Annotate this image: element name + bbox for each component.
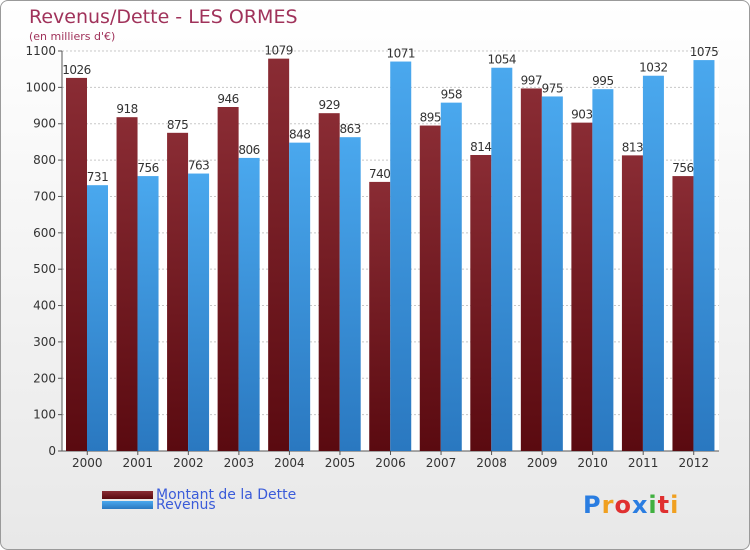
bar-debt: [470, 155, 492, 451]
bar-revenue: [592, 89, 614, 451]
bar-revenue: [693, 60, 715, 451]
bar-debt: [217, 107, 239, 451]
bar-debt: [268, 58, 290, 452]
x-tick-label: 2008: [476, 456, 507, 470]
bar-debt: [116, 117, 138, 451]
logo-letter: i: [648, 491, 658, 519]
legend-item-debt: Montant de la Dette: [102, 487, 296, 503]
bar-revenue: [339, 137, 361, 451]
y-tick-label: 500: [33, 262, 56, 276]
x-tick-label: 2001: [123, 456, 154, 470]
bar-debt: [369, 181, 391, 451]
legend-label-revenue: Revenus: [156, 497, 216, 513]
data-label: 946: [217, 92, 238, 106]
y-tick-label: 700: [33, 189, 56, 203]
y-tick-label: 1100: [25, 44, 56, 58]
legend-swatch-revenue: [102, 501, 153, 509]
logo-letter: x: [631, 491, 649, 519]
x-tick-label: 2003: [224, 456, 255, 470]
chart-title: Revenus/Dette - LES ORMES: [29, 6, 298, 28]
x-tick-label: 2011: [628, 456, 659, 470]
bar-revenue: [541, 96, 563, 452]
proxiti-logo: Proxiti: [583, 491, 679, 519]
x-tick-label: 2010: [577, 456, 608, 470]
logo-letter: i: [670, 491, 680, 519]
chart-legend: Montant de la Dette Revenus: [102, 487, 296, 513]
data-label: 997: [521, 73, 542, 87]
data-label: 929: [318, 98, 339, 112]
x-tick-label: 2012: [678, 456, 709, 470]
data-label: 813: [622, 140, 643, 154]
bar-debt: [419, 125, 441, 451]
bar-revenue: [188, 173, 210, 451]
data-label: 875: [167, 118, 188, 132]
data-label: 806: [238, 143, 259, 157]
y-tick-label: 900: [33, 117, 56, 131]
y-tick-label: 100: [33, 408, 56, 422]
data-label: 763: [188, 159, 209, 173]
x-tick-label: 2007: [426, 456, 457, 470]
data-label: 958: [441, 88, 462, 102]
data-label: 975: [542, 81, 563, 95]
data-label: 848: [289, 128, 310, 142]
bar-revenue: [137, 176, 159, 451]
data-label: 731: [87, 170, 108, 184]
data-label: 1075: [690, 45, 719, 59]
data-label: 903: [571, 108, 592, 122]
data-label: 756: [672, 161, 693, 175]
x-tick-label: 2002: [173, 456, 204, 470]
y-tick-label: 600: [33, 226, 56, 240]
bar-revenue: [289, 142, 311, 452]
y-tick-label: 200: [33, 371, 56, 385]
bar-revenue: [87, 185, 108, 451]
y-tick-label: 0: [48, 444, 56, 458]
y-tick-label: 300: [33, 335, 56, 349]
data-label: 863: [339, 122, 360, 136]
data-label: 1032: [639, 61, 668, 75]
bar-revenue: [440, 102, 462, 452]
legend-item-revenue: Revenus: [102, 497, 296, 513]
bar-debt: [167, 132, 189, 451]
data-label: 895: [420, 111, 441, 125]
bar-revenue: [642, 75, 664, 452]
bar-debt: [621, 155, 643, 451]
data-label: 1026: [62, 63, 91, 77]
logo-letter: o: [614, 491, 632, 519]
data-label: 1054: [488, 53, 517, 67]
x-tick-label: 2000: [72, 456, 103, 470]
data-label: 995: [592, 74, 613, 88]
y-tick-label: 1000: [25, 80, 56, 94]
bar-revenue: [390, 61, 412, 451]
bar-debt: [318, 113, 340, 451]
legend-label-debt: Montant de la Dette: [156, 487, 297, 503]
x-tick-label: 2009: [527, 456, 558, 470]
chart-subtitle: (en milliers d'€): [29, 30, 116, 43]
data-label: 1079: [264, 44, 293, 58]
bar-revenue: [491, 67, 513, 452]
data-label: 918: [116, 102, 137, 116]
logo-letter: r: [601, 491, 615, 519]
bar-debt: [66, 77, 87, 451]
x-tick-label: 2004: [274, 456, 305, 470]
logo-letter: P: [583, 491, 602, 519]
data-label: 740: [369, 167, 390, 181]
data-label: 814: [470, 140, 491, 154]
bar-debt: [520, 88, 542, 452]
data-label: 1071: [386, 47, 415, 61]
x-tick-label: 2005: [325, 456, 356, 470]
bar-debt: [571, 122, 593, 452]
x-tick-label: 2006: [375, 456, 406, 470]
y-tick-label: 400: [33, 299, 56, 313]
bar-revenue: [238, 157, 260, 451]
data-label: 756: [137, 161, 158, 175]
logo-letter: t: [657, 491, 671, 519]
bar-debt: [672, 176, 694, 451]
legend-swatch-debt: [102, 491, 153, 499]
y-tick-label: 800: [33, 153, 56, 167]
